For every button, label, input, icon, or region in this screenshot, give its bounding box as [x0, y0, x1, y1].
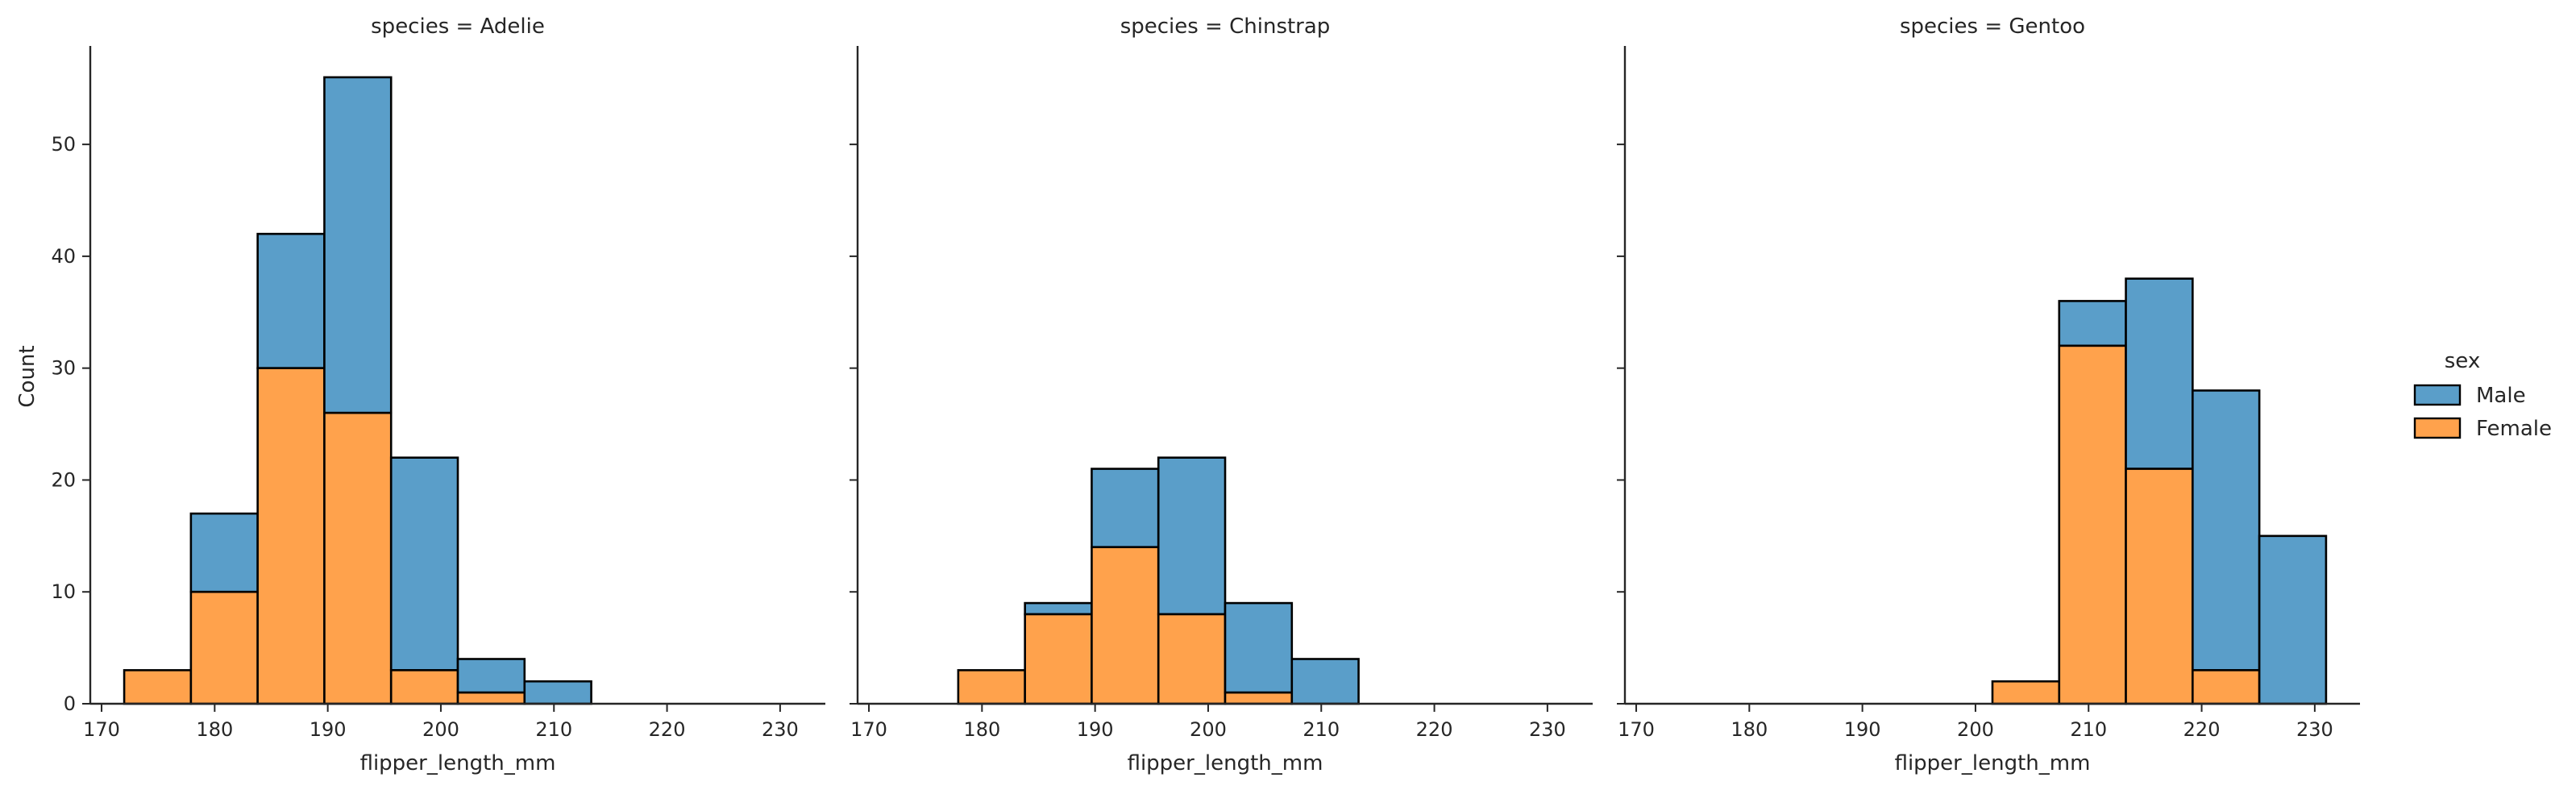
- y-tick-label: 30: [51, 357, 76, 380]
- x-tick-label: 170: [850, 718, 887, 741]
- bar-male: [2125, 277, 2194, 470]
- x-axis: 170 180 190 200 210 220 230: [850, 702, 1593, 741]
- x-tick-label: 190: [1077, 718, 1114, 741]
- x-tick-label: 230: [2296, 718, 2333, 741]
- x-tick-label: 200: [422, 718, 459, 741]
- x-tick-label: 220: [649, 718, 686, 741]
- y-tick-label: 20: [51, 468, 76, 491]
- x-tick-label: 230: [1529, 718, 1566, 741]
- facet-panel-adelie: species = Adelie 0 10 20 30 40 50 170 180 190 20…: [51, 15, 825, 775]
- bar-male: [2258, 534, 2328, 705]
- bar-female: [123, 669, 193, 705]
- x-axis: 170 180 190 200 210 220 230: [1618, 702, 2360, 741]
- facet-panel-gentoo: species = Gentoo 170 180 190 200 210 220 230 f…: [1617, 15, 2360, 775]
- bar-male: [1024, 601, 1093, 616]
- bar-female: [256, 367, 326, 705]
- bar-male: [389, 456, 459, 672]
- bar-female: [189, 590, 259, 705]
- facet-panel-chinstrap: species = Chinstrap 170 180 190 200 210 220 23…: [850, 15, 1593, 775]
- bar-male: [1157, 456, 1227, 616]
- bar-male: [1290, 658, 1360, 705]
- histogram-bars: [123, 76, 592, 705]
- y-tick-label: 10: [51, 580, 76, 603]
- y-axis: 0 10 20 30 40 50: [51, 46, 92, 715]
- y-axis: [850, 46, 859, 705]
- bar-female: [2058, 344, 2127, 705]
- legend-title: sex: [2445, 349, 2480, 373]
- bar-male: [189, 512, 259, 593]
- bar-male: [323, 76, 393, 414]
- bar-male: [256, 232, 326, 369]
- x-axis-label: flipper_length_mm: [1895, 751, 2091, 775]
- bar-male: [1224, 601, 1294, 694]
- bar-female: [1991, 680, 2061, 705]
- bar-male: [523, 680, 592, 705]
- facet-title: species = Adelie: [371, 15, 545, 39]
- bar-female: [1224, 691, 1294, 705]
- x-tick-label: 210: [2070, 718, 2107, 741]
- x-tick-label: 220: [2183, 718, 2221, 741]
- bar-male: [456, 658, 526, 694]
- x-axis: 170 180 190 200 210 220 230: [83, 702, 825, 741]
- x-tick-label: 170: [83, 718, 120, 741]
- bar-female: [456, 691, 526, 705]
- bar-female: [1091, 546, 1160, 705]
- bar-female: [957, 669, 1026, 705]
- legend: sex Male Female: [2413, 349, 2552, 441]
- legend-label-male: Male: [2476, 384, 2526, 408]
- facet-title: species = Gentoo: [1900, 15, 2085, 39]
- x-tick-label: 190: [310, 718, 347, 741]
- bar-female: [389, 669, 459, 705]
- x-tick-label: 180: [196, 718, 233, 741]
- y-axis-label: Count: [15, 345, 39, 407]
- x-tick-label: 200: [1957, 718, 1994, 741]
- x-tick-label: 190: [1844, 718, 1881, 741]
- x-axis-label: flipper_length_mm: [360, 751, 556, 775]
- y-tick-label: 0: [64, 692, 76, 715]
- y-tick-label: 40: [51, 245, 76, 268]
- y-tick-label: 50: [51, 133, 76, 156]
- histogram-bars: [957, 456, 1360, 705]
- bar-female: [323, 411, 393, 705]
- bar-male: [2192, 389, 2261, 672]
- legend-label-female: Female: [2476, 417, 2552, 441]
- legend-swatch-male: [2413, 384, 2462, 406]
- x-tick-label: 230: [762, 718, 799, 741]
- bar-female: [1157, 613, 1227, 705]
- x-tick-label: 200: [1190, 718, 1227, 741]
- legend-swatch-female: [2413, 417, 2462, 439]
- x-tick-label: 170: [1618, 718, 1655, 741]
- y-axis: [1617, 46, 1627, 705]
- x-tick-label: 220: [1416, 718, 1453, 741]
- x-tick-label: 210: [535, 718, 572, 741]
- bar-male: [1091, 468, 1160, 549]
- bar-female: [1024, 613, 1093, 705]
- x-tick-label: 180: [1730, 718, 1768, 741]
- bar-female: [2192, 669, 2261, 705]
- x-axis-label: flipper_length_mm: [1128, 751, 1323, 775]
- x-tick-label: 180: [963, 718, 1000, 741]
- histogram-bars: [1991, 277, 2328, 705]
- x-tick-label: 210: [1303, 718, 1340, 741]
- bar-male: [2058, 300, 2127, 347]
- bar-female: [2125, 468, 2194, 705]
- facet-title: species = Chinstrap: [1120, 15, 1331, 39]
